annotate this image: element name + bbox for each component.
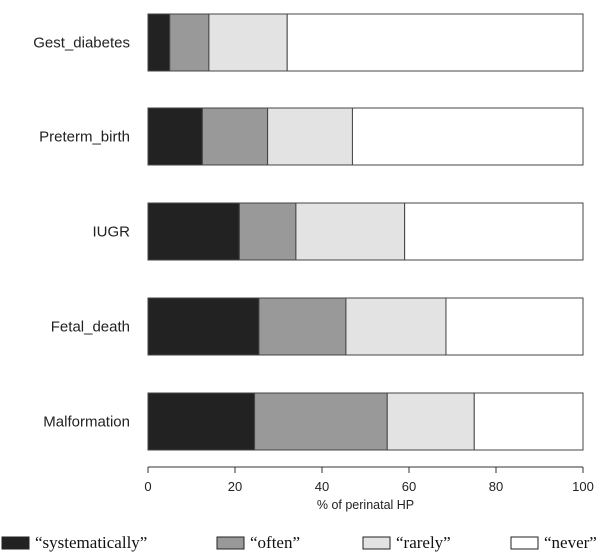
category-label-fetal-death: Fetal_death xyxy=(51,319,130,336)
bar-segment-preterm-birth-rarely xyxy=(267,107,353,166)
legend: “systematically” “often” “rarely” “never” xyxy=(1,533,597,552)
x-axis: 0 20 40 60 80 100 xyxy=(144,466,594,494)
bar-segment-preterm-birth-systematically xyxy=(147,107,203,166)
category-label-preterm-birth: Preterm_birth xyxy=(39,129,130,146)
x-axis-title: % of perinatal HP xyxy=(317,498,414,512)
legend-swatch-never xyxy=(510,536,539,550)
bar-segment-malformation-never xyxy=(473,392,584,451)
bar-segment-gest-diabetes-systematically xyxy=(147,13,171,72)
bar-segment-malformation-systematically xyxy=(147,392,256,451)
bar-segment-gest-diabetes-never xyxy=(286,13,584,72)
x-tick-label-40: 40 xyxy=(315,479,329,494)
bar-segment-iugr-often xyxy=(238,202,297,261)
legend-label-systematically: “systematically” xyxy=(35,533,147,552)
bar-segment-gest-diabetes-rarely xyxy=(208,13,288,72)
bar-segment-iugr-systematically xyxy=(147,202,240,261)
legend-label-rarely: “rarely” xyxy=(396,533,451,552)
bar-segment-preterm-birth-often xyxy=(201,107,269,166)
category-labels: Gest_diabetes Preterm_birth IUGR Fetal_deat… xyxy=(33,35,130,431)
x-tick-label-80: 80 xyxy=(489,479,503,494)
bar-segment-iugr-rarely xyxy=(295,202,406,261)
bars-layer xyxy=(147,13,584,451)
legend-swatch-rarely xyxy=(362,536,391,550)
x-tick-label-20: 20 xyxy=(228,479,242,494)
bar-segment-gest-diabetes-often xyxy=(169,13,210,72)
category-label-gest-diabetes: Gest_diabetes xyxy=(33,35,130,52)
bar-segment-fetal-death-often xyxy=(258,297,347,356)
legend-swatch-often xyxy=(216,536,245,550)
bar-segment-preterm-birth-never xyxy=(351,107,584,166)
bar-segment-fetal-death-systematically xyxy=(147,297,260,356)
category-label-iugr: IUGR xyxy=(93,224,131,241)
x-tick-label-60: 60 xyxy=(402,479,416,494)
bar-segment-fetal-death-never xyxy=(445,297,584,356)
bar-segment-iugr-never xyxy=(404,202,584,261)
category-label-malformation: Malformation xyxy=(43,414,130,431)
legend-swatch-systematically xyxy=(1,536,30,550)
bar-segment-malformation-often xyxy=(254,392,388,451)
legend-label-often: “often” xyxy=(250,533,300,552)
bar-segment-fetal-death-rarely xyxy=(345,297,447,356)
x-tick-label-0: 0 xyxy=(144,479,151,494)
legend-label-never: “never” xyxy=(544,533,597,552)
bar-segment-malformation-rarely xyxy=(386,392,475,451)
x-tick-label-100: 100 xyxy=(572,479,594,494)
